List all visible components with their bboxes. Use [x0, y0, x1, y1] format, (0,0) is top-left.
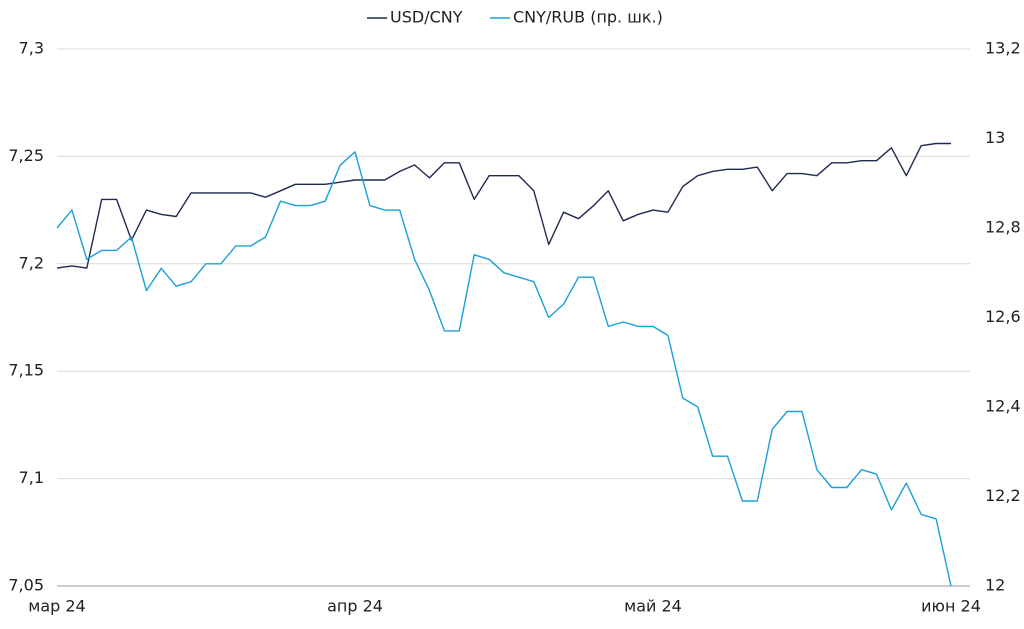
y-tick-label: 7,25: [8, 146, 44, 165]
y-tick-label: 7,3: [19, 39, 44, 58]
y2-tick-label: 12,8: [985, 218, 1021, 237]
legend-label: CNY/RUB (пр. шк.): [513, 8, 663, 27]
x-tick-label: апр 24: [327, 597, 383, 616]
x-tick-label: июн 24: [921, 597, 981, 616]
y2-tick-label: 12,6: [985, 307, 1021, 326]
y2-tick-label: 12,4: [985, 397, 1021, 416]
y-tick-label: 7,1: [19, 468, 44, 487]
legend-label: USD/CNY: [390, 8, 463, 27]
y-tick-label: 7,2: [19, 253, 44, 272]
x-tick-label: мар 24: [28, 597, 85, 616]
y2-tick-label: 13: [985, 128, 1005, 147]
y2-tick-label: 12,2: [985, 486, 1021, 505]
x-tick-label: май 24: [624, 597, 682, 616]
y-tick-label: 7,05: [8, 576, 44, 595]
y-tick-label: 7,15: [8, 361, 44, 380]
y2-tick-label: 13,2: [985, 39, 1021, 58]
line-series: [56, 142, 951, 269]
line-series: [56, 151, 952, 587]
y2-tick-label: 12: [985, 576, 1005, 595]
